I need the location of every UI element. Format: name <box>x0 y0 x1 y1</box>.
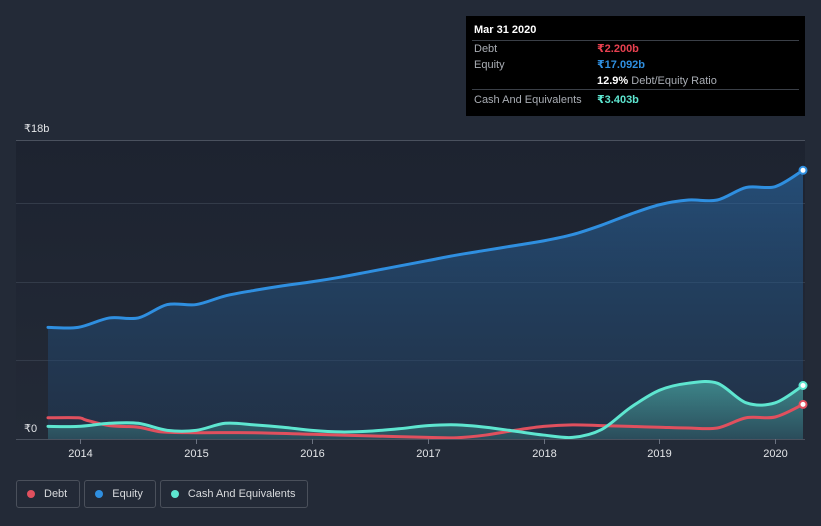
tooltip-equity-value: ₹17.092b <box>597 59 646 71</box>
chart-legend: Debt Equity Cash And Equivalents <box>16 480 309 508</box>
tooltip-debt-label: Debt <box>474 43 498 55</box>
legend-item-cash[interactable]: Cash And Equivalents <box>159 480 309 508</box>
y-tick-label-1: ₹0 <box>24 423 37 435</box>
legend-dot-equity <box>95 490 104 498</box>
tooltip-equity-label: Equity <box>474 59 505 71</box>
tooltip-equity-row: Equity ₹17.092b <box>472 57 799 73</box>
legend-label-debt: Debt <box>44 488 68 500</box>
end-marker-debt <box>798 399 808 409</box>
legend-dot-cash <box>170 490 179 498</box>
tooltip-panel: Mar 31 2020 Debt ₹2.200b Equity ₹17.092b… <box>466 16 805 116</box>
series-line-equity <box>46 168 805 330</box>
tooltip-ratio-value: 12.9% <box>597 75 629 87</box>
tooltip-cash-value: ₹3.403b <box>597 94 639 106</box>
legend-item-equity[interactable]: Equity <box>84 480 156 508</box>
series-line-cash-and-equivalents <box>46 380 805 440</box>
y-tick-label-0: ₹18b <box>24 123 49 135</box>
legend-item-debt[interactable]: Debt <box>16 480 81 508</box>
tooltip-cash-row: Cash And Equivalents ₹3.403b <box>472 92 799 108</box>
tooltip-debt-value: ₹2.200b <box>597 43 639 55</box>
x-tick-label-2014: 2014 <box>68 448 92 460</box>
tooltip-ratio-label: Debt/Equity Ratio <box>631 75 717 87</box>
series-line-debt <box>46 402 805 440</box>
legend-dot-debt <box>27 490 35 498</box>
x-tick-label-2016: 2016 <box>300 448 324 460</box>
tooltip-date: Mar 31 2020 <box>472 16 799 41</box>
x-tick-label-2017: 2017 <box>416 448 440 460</box>
end-marker-cash-and-equivalents <box>798 380 808 390</box>
x-tick-label-2020: 2020 <box>763 448 787 460</box>
tooltip-cash-label: Cash And Equivalents <box>474 94 582 106</box>
x-tick-label-2019: 2019 <box>647 448 671 460</box>
x-tick-label-2015: 2015 <box>184 448 208 460</box>
tooltip-debt-row: Debt ₹2.200b <box>472 41 799 57</box>
tooltip-ratio-row: 12.9% Debt/Equity Ratio <box>472 73 799 90</box>
tooltip-ratio: 12.9% Debt/Equity Ratio <box>597 73 717 89</box>
legend-label-cash: Cash And Equivalents <box>187 488 296 500</box>
legend-label-equity: Equity <box>112 488 143 500</box>
end-marker-equity <box>798 165 808 175</box>
x-tick-label-2018: 2018 <box>532 448 556 460</box>
area-equity <box>48 170 803 439</box>
